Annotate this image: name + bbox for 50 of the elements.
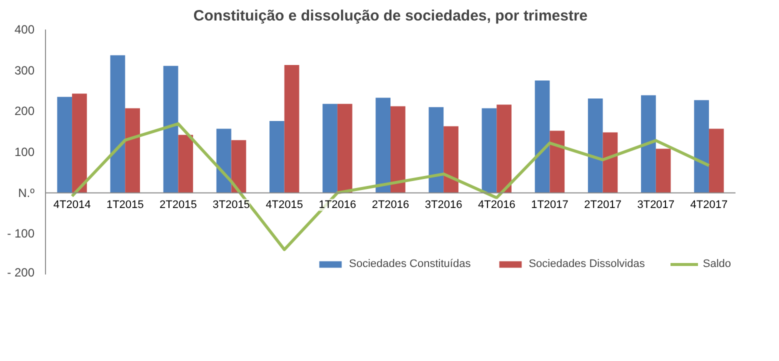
bar <box>444 126 458 193</box>
x-tick-label: 2T2016 <box>372 198 410 211</box>
bar <box>57 96 72 193</box>
y-tick-label: N.º <box>18 186 36 200</box>
x-tick-label: 3T2017 <box>637 198 675 211</box>
legend-label: Sociedades Constituídas <box>349 258 471 270</box>
bar <box>178 134 194 193</box>
bar <box>376 98 390 193</box>
bar <box>428 107 444 193</box>
bar <box>216 128 232 193</box>
y-tick-label: - 200 <box>7 266 35 280</box>
x-tick-label: 1T2015 <box>106 198 144 211</box>
x-tick-label: 2T2017 <box>584 198 622 211</box>
bar <box>337 104 352 193</box>
bar <box>390 106 406 193</box>
bar <box>588 98 603 193</box>
x-tick-label: 3T2016 <box>424 198 462 211</box>
bar <box>231 140 246 193</box>
bar <box>110 55 126 193</box>
x-tick-label: 1T2017 <box>531 198 568 211</box>
y-tick-label: 100 <box>14 145 35 159</box>
y-tick-label: 200 <box>14 104 35 118</box>
x-tick-label: 4T2016 <box>478 198 516 211</box>
bar <box>322 104 338 193</box>
bar <box>534 80 550 193</box>
y-tick-label: 300 <box>14 63 35 78</box>
x-tick-label: 4T2014 <box>53 198 91 211</box>
x-tick-label: 3T2015 <box>212 198 250 211</box>
bar <box>496 104 512 193</box>
bar <box>269 120 284 193</box>
bar <box>72 94 87 193</box>
y-tick-label: 400 <box>14 22 35 36</box>
legend-label: Saldo <box>702 258 731 270</box>
legend-label: Sociedades Dissolvidas <box>528 258 645 270</box>
y-tick-label: - 100 <box>7 226 35 241</box>
bar <box>125 108 140 193</box>
bar <box>641 95 656 193</box>
bar <box>482 108 497 193</box>
bar <box>284 65 300 193</box>
bar <box>656 148 671 193</box>
x-tick-label: 1T2016 <box>318 198 356 211</box>
bar <box>694 100 709 193</box>
bar <box>708 128 724 193</box>
chart-title: Constituição e dissolução de sociedades, por trimestre <box>193 8 588 24</box>
x-tick-label: 4T2017 <box>690 198 728 211</box>
x-tick-label: 2T2015 <box>160 198 197 211</box>
x-tick-label: 4T2015 <box>266 198 304 211</box>
bar <box>163 66 178 193</box>
bar <box>550 130 565 193</box>
bar <box>602 132 618 193</box>
